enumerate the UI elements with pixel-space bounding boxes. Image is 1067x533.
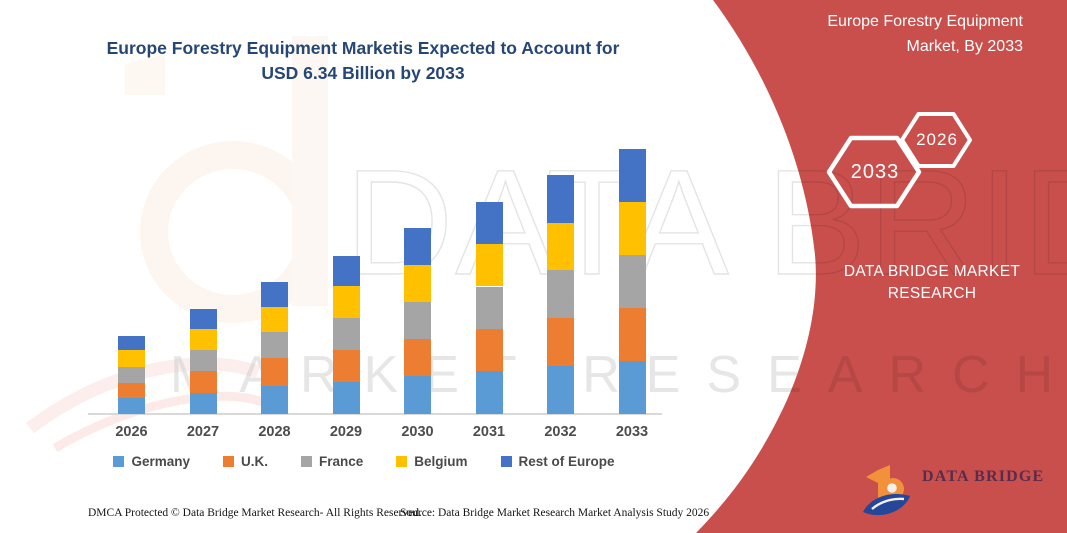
data-bridge-logo: DATA BRIDGE MARKET RESEARCH [858,460,1058,522]
x-axis-label-2028: 2028 [258,424,291,440]
x-axis-label-2033: 2033 [615,424,649,440]
bar-segment-belgium-2030 [404,264,431,302]
legend-label: U.K. [240,454,268,469]
logo-subtitle: MARKET RESEARCH [923,491,1041,500]
legend-swatch-icon [500,456,512,467]
legend-label: France [318,454,364,469]
bar-segment-u-k--2031 [475,328,503,372]
banner-brand-line2: RESEARCH [887,284,977,302]
x-axis-line [88,413,662,415]
x-axis-label-2030: 2030 [401,424,434,440]
legend-swatch-icon [222,456,234,467]
banner-title-line2: Market, By 2033 [906,37,1024,55]
chart-title-line1: Europe Forestry Equipment Marketis Expec… [106,38,620,58]
bar-segment-france-2030 [404,301,431,340]
data-bridge-logo-icon [863,465,910,516]
banner-title: Europe Forestry Equipment Market, By 203… [603,10,1023,60]
bar-segment-rest-of-europe-2030 [404,227,431,265]
x-axis-label-2029: 2029 [329,424,363,440]
bar-segment-germany-2027 [189,393,217,414]
chart-title-line2: USD 6.34 Billion by 2033 [261,62,465,83]
bar-segment-rest-of-europe-2033 [618,148,646,202]
bar-segment-france-2033 [618,254,646,308]
legend-item-rest-of-europe: Rest of Europe [500,454,615,469]
bar-segment-germany-2030 [404,376,431,414]
bar-segment-belgium-2027 [189,328,217,351]
bar-segment-germany-2026 [118,398,145,414]
bar-segment-u-k--2027 [189,370,217,394]
legend-item-belgium: Belgium [396,454,468,469]
bar-segment-rest-of-europe-2031 [475,202,503,245]
footer-dmca-text: DMCA Protected © Data Bridge Market Rese… [88,507,422,519]
hexagon-2033-label: 2033 [850,161,900,183]
x-axis-label-2026: 2026 [115,424,148,440]
legend-item-u-k-: U.K. [222,454,268,469]
banner-title-line1: Europe Forestry Equipment [827,13,1023,30]
bar-segment-germany-2029 [332,382,360,414]
bar-segment-belgium-2028 [261,307,288,333]
bar-segment-u-k--2028 [261,358,288,386]
legend-item-germany: Germany [113,454,190,469]
bar-segment-u-k--2033 [618,307,646,361]
bar-segment-france-2026 [118,366,145,383]
bar-segment-belgium-2033 [618,201,646,255]
x-axis-label-2032: 2032 [544,424,577,440]
bar-segment-belgium-2026 [118,350,145,367]
bar-segment-france-2027 [189,350,217,371]
bar-segment-germany-2032 [547,365,574,414]
legend-label: Germany [131,454,190,469]
banner-brand-text: DATA BRIDGE MARKET RESEARCH [808,261,1056,304]
chart-legend: Germany U.K. France Belgium Rest of Europe [58,454,670,469]
x-axis-label-2027: 2027 [186,424,220,440]
bar-segment-germany-2028 [261,385,288,414]
legend-swatch-icon [396,456,408,467]
watermark-logo-icon [26,36,328,452]
bar-segment-rest-of-europe-2026 [118,335,145,351]
bar-segment-germany-2031 [475,371,503,414]
bar-segment-france-2029 [332,317,360,350]
bar-segment-rest-of-europe-2028 [261,281,288,308]
bar-segment-rest-of-europe-2029 [332,255,360,286]
legend-swatch-icon [113,456,125,467]
bar-segment-france-2028 [261,332,288,359]
bar-segment-rest-of-europe-2032 [547,174,574,223]
logo-name: DATA BRIDGE [922,468,1045,485]
bar-segment-belgium-2032 [547,222,574,271]
bar-segment-belgium-2031 [475,244,503,287]
legend-swatch-icon [300,456,312,467]
bar-segment-belgium-2029 [332,285,360,318]
banner-brand-line1: DATA BRIDGE MARKET [843,263,1021,280]
bar-segment-france-2032 [547,270,574,319]
x-axis-label-2031: 2031 [472,424,506,440]
bar-segment-u-k--2029 [332,349,360,383]
chart-title: Europe Forestry Equipment Marketis Expec… [63,36,663,86]
legend-label: Rest of Europe [518,454,615,469]
red-banner-path [696,0,1067,533]
bar-segment-u-k--2030 [404,339,431,377]
bar-segment-rest-of-europe-2027 [189,309,217,329]
legend-label: Belgium [414,454,468,469]
bar-segment-u-k--2026 [118,382,145,399]
bar-segment-u-k--2032 [547,318,574,366]
bar-segment-germany-2033 [618,360,646,414]
bar-segment-france-2031 [475,286,503,329]
watermark-row2: MARKET RESEARCH [170,346,1067,404]
footer-source-text: Source: Data Bridge Market Research Mark… [400,507,710,519]
hexagon-2026-label: 2026 [916,130,958,149]
legend-item-france: France [300,454,364,469]
